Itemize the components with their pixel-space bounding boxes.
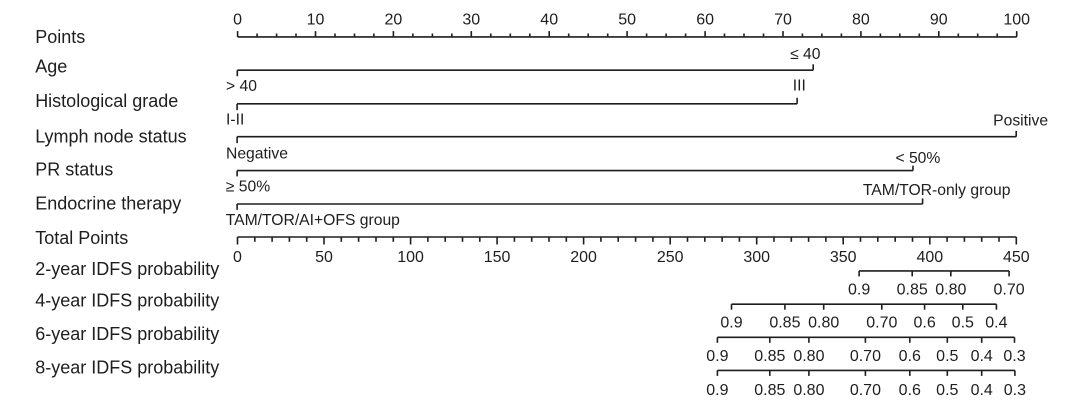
svg-text:0.4: 0.4 bbox=[971, 382, 993, 399]
svg-text:0.80: 0.80 bbox=[793, 348, 824, 365]
svg-text:0.5: 0.5 bbox=[952, 315, 974, 332]
svg-text:30: 30 bbox=[462, 12, 480, 29]
svg-text:0.85: 0.85 bbox=[897, 281, 928, 298]
svg-text:0.9: 0.9 bbox=[706, 382, 728, 399]
svg-text:0.5: 0.5 bbox=[936, 382, 958, 399]
svg-text:0.4: 0.4 bbox=[971, 348, 993, 365]
svg-text:80: 80 bbox=[852, 12, 870, 29]
svg-text:0.70: 0.70 bbox=[994, 281, 1025, 298]
svg-text:100: 100 bbox=[1003, 12, 1030, 29]
svg-text:150: 150 bbox=[484, 249, 511, 266]
svg-text:I-II: I-II bbox=[226, 111, 244, 128]
svg-text:< 50%: < 50% bbox=[895, 150, 940, 167]
svg-text:0.85: 0.85 bbox=[754, 348, 785, 365]
svg-text:250: 250 bbox=[657, 249, 684, 266]
svg-text:60: 60 bbox=[696, 12, 714, 29]
svg-text:Endocrine therapy: Endocrine therapy bbox=[35, 193, 181, 213]
svg-text:0.70: 0.70 bbox=[866, 315, 897, 332]
svg-text:TAM/TOR-only group: TAM/TOR-only group bbox=[863, 182, 1011, 199]
svg-text:90: 90 bbox=[930, 12, 948, 29]
svg-text:300: 300 bbox=[743, 249, 770, 266]
svg-text:0.6: 0.6 bbox=[899, 348, 921, 365]
svg-text:2-year IDFS probability: 2-year IDFS probability bbox=[35, 259, 219, 279]
svg-text:0.9: 0.9 bbox=[848, 281, 870, 298]
svg-text:0.6: 0.6 bbox=[913, 315, 935, 332]
svg-text:≤ 40: ≤ 40 bbox=[790, 46, 821, 63]
svg-text:Positive: Positive bbox=[993, 113, 1048, 130]
svg-text:> 40: > 40 bbox=[226, 78, 257, 95]
svg-text:0.5: 0.5 bbox=[936, 348, 958, 365]
svg-text:40: 40 bbox=[540, 12, 558, 29]
svg-text:0: 0 bbox=[233, 12, 242, 29]
svg-text:10: 10 bbox=[307, 12, 325, 29]
svg-text:0.80: 0.80 bbox=[793, 382, 824, 399]
svg-text:0.4: 0.4 bbox=[985, 315, 1007, 332]
svg-text:350: 350 bbox=[830, 249, 857, 266]
svg-text:100: 100 bbox=[397, 249, 424, 266]
svg-text:6-year IDFS probability: 6-year IDFS probability bbox=[35, 324, 219, 344]
svg-text:20: 20 bbox=[385, 12, 403, 29]
svg-text:0.70: 0.70 bbox=[850, 348, 881, 365]
svg-text:200: 200 bbox=[570, 249, 597, 266]
svg-text:0.3: 0.3 bbox=[1003, 348, 1025, 365]
svg-text:0.85: 0.85 bbox=[769, 315, 800, 332]
svg-text:4-year IDFS probability: 4-year IDFS probability bbox=[35, 290, 219, 310]
svg-text:50: 50 bbox=[315, 249, 333, 266]
svg-text:0.85: 0.85 bbox=[754, 382, 785, 399]
svg-text:8-year IDFS probability: 8-year IDFS probability bbox=[35, 358, 219, 378]
svg-text:70: 70 bbox=[774, 12, 792, 29]
svg-text:III: III bbox=[793, 77, 806, 94]
svg-text:400: 400 bbox=[916, 249, 943, 266]
svg-text:Histological grade: Histological grade bbox=[35, 91, 178, 111]
svg-text:0: 0 bbox=[233, 249, 242, 266]
svg-text:Lymph node status: Lymph node status bbox=[35, 126, 186, 146]
svg-text:0.9: 0.9 bbox=[706, 348, 728, 365]
svg-text:Age: Age bbox=[35, 57, 67, 77]
svg-text:50: 50 bbox=[618, 12, 636, 29]
svg-text:0.9: 0.9 bbox=[720, 315, 742, 332]
svg-text:Points: Points bbox=[35, 27, 85, 47]
svg-text:0.80: 0.80 bbox=[808, 315, 839, 332]
svg-text:0.3: 0.3 bbox=[1004, 382, 1026, 399]
svg-text:PR status: PR status bbox=[35, 159, 113, 179]
svg-text:450: 450 bbox=[1003, 249, 1030, 266]
svg-text:TAM/TOR/AI+OFS group: TAM/TOR/AI+OFS group bbox=[226, 212, 400, 229]
svg-text:Total Points: Total Points bbox=[35, 228, 128, 248]
svg-text:0.70: 0.70 bbox=[850, 382, 881, 399]
svg-text:0.6: 0.6 bbox=[899, 382, 921, 399]
svg-text:≥ 50%: ≥ 50% bbox=[226, 179, 270, 196]
svg-text:Negative: Negative bbox=[226, 146, 288, 163]
svg-text:0.80: 0.80 bbox=[935, 281, 966, 298]
